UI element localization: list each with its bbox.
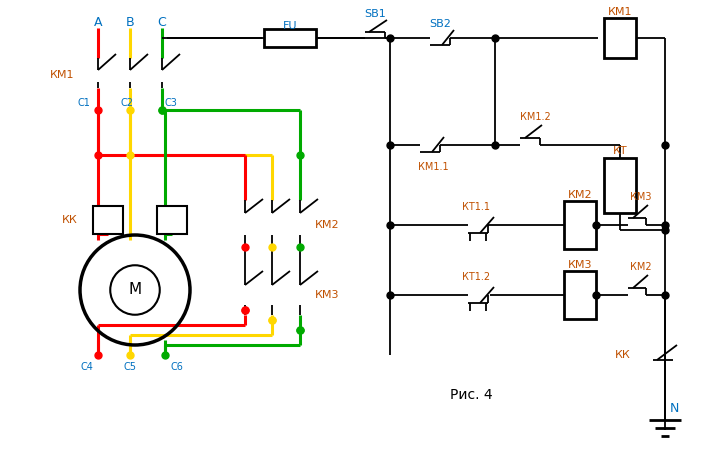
- Text: КМ1: КМ1: [50, 70, 74, 80]
- Text: C: C: [158, 16, 166, 29]
- Text: SB1: SB1: [364, 9, 386, 19]
- Text: C4: C4: [80, 362, 93, 372]
- Text: КМ3: КМ3: [315, 290, 339, 300]
- Text: C6: C6: [170, 362, 183, 372]
- Text: КМ3: КМ3: [568, 260, 592, 270]
- Text: FU: FU: [283, 21, 297, 31]
- Text: КТ: КТ: [613, 146, 627, 156]
- Text: SB2: SB2: [429, 19, 451, 29]
- Text: B: B: [125, 16, 135, 29]
- Bar: [264, 29, 316, 47]
- Text: КМ1.2: КМ1.2: [520, 112, 551, 122]
- Text: КМ2: КМ2: [630, 262, 652, 272]
- Text: C2: C2: [121, 98, 133, 108]
- Text: C1: C1: [77, 98, 90, 108]
- Bar: [93, 206, 123, 234]
- Text: N: N: [670, 401, 679, 415]
- Text: КТ1.2: КТ1.2: [462, 272, 490, 282]
- Bar: [564, 201, 596, 249]
- Bar: [564, 271, 596, 319]
- Bar: [604, 18, 636, 58]
- Text: Рис. 4: Рис. 4: [450, 388, 493, 402]
- Text: C5: C5: [123, 362, 137, 372]
- Bar: [604, 157, 636, 212]
- Text: КМ2: КМ2: [568, 190, 592, 200]
- Text: КМ2: КМ2: [315, 220, 339, 230]
- Text: КК: КК: [615, 350, 631, 360]
- Text: КМ3: КМ3: [630, 192, 651, 202]
- Text: КМ1: КМ1: [608, 7, 632, 17]
- Text: A: A: [94, 16, 102, 29]
- Text: М: М: [128, 282, 142, 298]
- Text: КТ1.1: КТ1.1: [462, 202, 490, 212]
- Text: КМ1.1: КМ1.1: [418, 162, 449, 172]
- Text: КК: КК: [62, 215, 78, 225]
- Bar: [157, 206, 187, 234]
- Text: C3: C3: [164, 98, 177, 108]
